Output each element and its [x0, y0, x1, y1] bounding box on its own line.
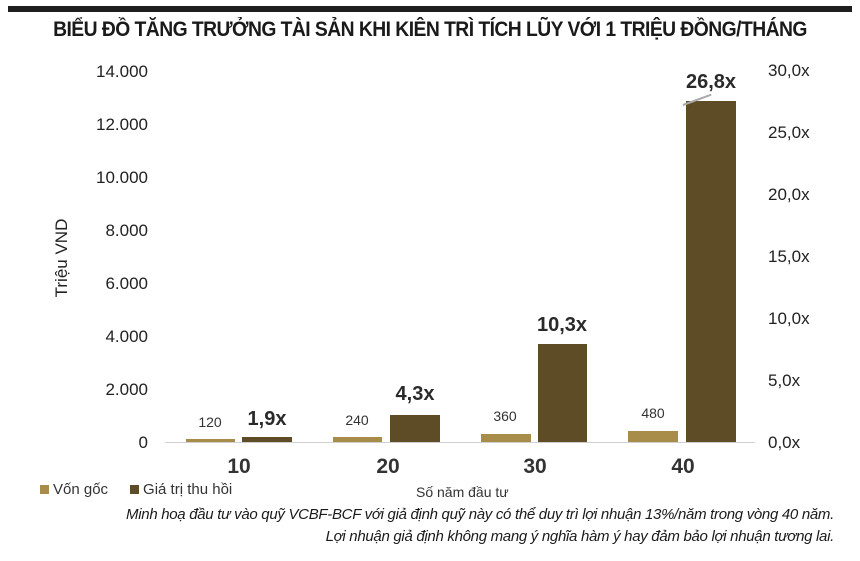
y-tick-left: 0 [138, 433, 148, 452]
multiplier-label-40: 26,8x [685, 71, 737, 93]
y-tick-right: 30,0x [768, 61, 810, 80]
legend-item-von-goc: Vốn gốc [40, 481, 108, 498]
x-tick: 30 [523, 455, 547, 478]
y-tick-right: 15,0x [768, 247, 810, 266]
y-tick-left: 14.000 [96, 62, 148, 81]
legend-swatch-von-goc [40, 485, 49, 494]
top-rule [8, 6, 852, 12]
y-tick-right: 5,0x [768, 371, 801, 390]
bar-von-goc-40 [628, 431, 678, 442]
bar-gia-tri-30 [538, 344, 587, 442]
multiplier-label-10: 1,9x [247, 408, 287, 430]
y-axis-left-label: Triệu VND [52, 218, 71, 298]
footnote-line-2: Lợi nhuận giả định không mang ý nghĩa hà… [325, 528, 835, 545]
legend-swatch-gia-tri-thu-hoi [130, 485, 140, 494]
y-tick-right: 10,0x [768, 309, 810, 328]
y-tick-left: 8.000 [105, 221, 148, 240]
y-tick-left: 12.000 [96, 115, 148, 134]
y-tick-left: 4.000 [105, 327, 148, 346]
footnote-line-1: Minh hoạ đầu tư vào quỹ VCBF-BCF với giả… [126, 506, 834, 523]
y-tick-right: 20,0x [768, 185, 810, 204]
value-label-von-goc-30: 360 [493, 408, 517, 424]
legend-label: Giá trị thu hồi [143, 481, 233, 498]
legend-label: Vốn gốc [53, 481, 109, 498]
value-label-von-goc-10: 120 [198, 414, 222, 430]
value-label-von-goc-20: 240 [345, 412, 369, 428]
multiplier-label-20: 4,3x [395, 383, 435, 405]
bar-von-goc-10 [186, 439, 235, 442]
x-tick: 10 [227, 455, 251, 478]
x-axis-label: Số năm đầu tư [416, 484, 509, 500]
x-axis-baseline [165, 442, 755, 443]
bar-gia-tri-10 [242, 437, 292, 442]
chart-title: BIỂU ĐỒ TĂNG TRƯỞNG TÀI SẢN KHI KIÊN TRÌ… [53, 18, 807, 41]
y-tick-right: 25,0x [768, 123, 810, 142]
y-tick-left: 6.000 [105, 274, 148, 293]
bar-von-goc-20 [333, 437, 382, 442]
legend: Vốn gốc Giá trị thu hồi [40, 481, 254, 498]
bar-gia-tri-20 [390, 415, 440, 442]
y-tick-right: 0,0x [768, 433, 801, 452]
bar-von-goc-30 [481, 434, 531, 442]
legend-item-gia-tri-thu-hoi: Giá trị thu hồi [130, 481, 232, 498]
multiplier-label-30: 10,3x [536, 314, 588, 336]
value-label-von-goc-40: 480 [641, 405, 665, 421]
x-tick: 20 [376, 455, 400, 478]
x-tick: 40 [671, 455, 695, 478]
y-tick-left: 10.000 [96, 168, 148, 187]
y-tick-left: 2.000 [105, 380, 148, 399]
bar-gia-tri-40 [686, 101, 736, 442]
